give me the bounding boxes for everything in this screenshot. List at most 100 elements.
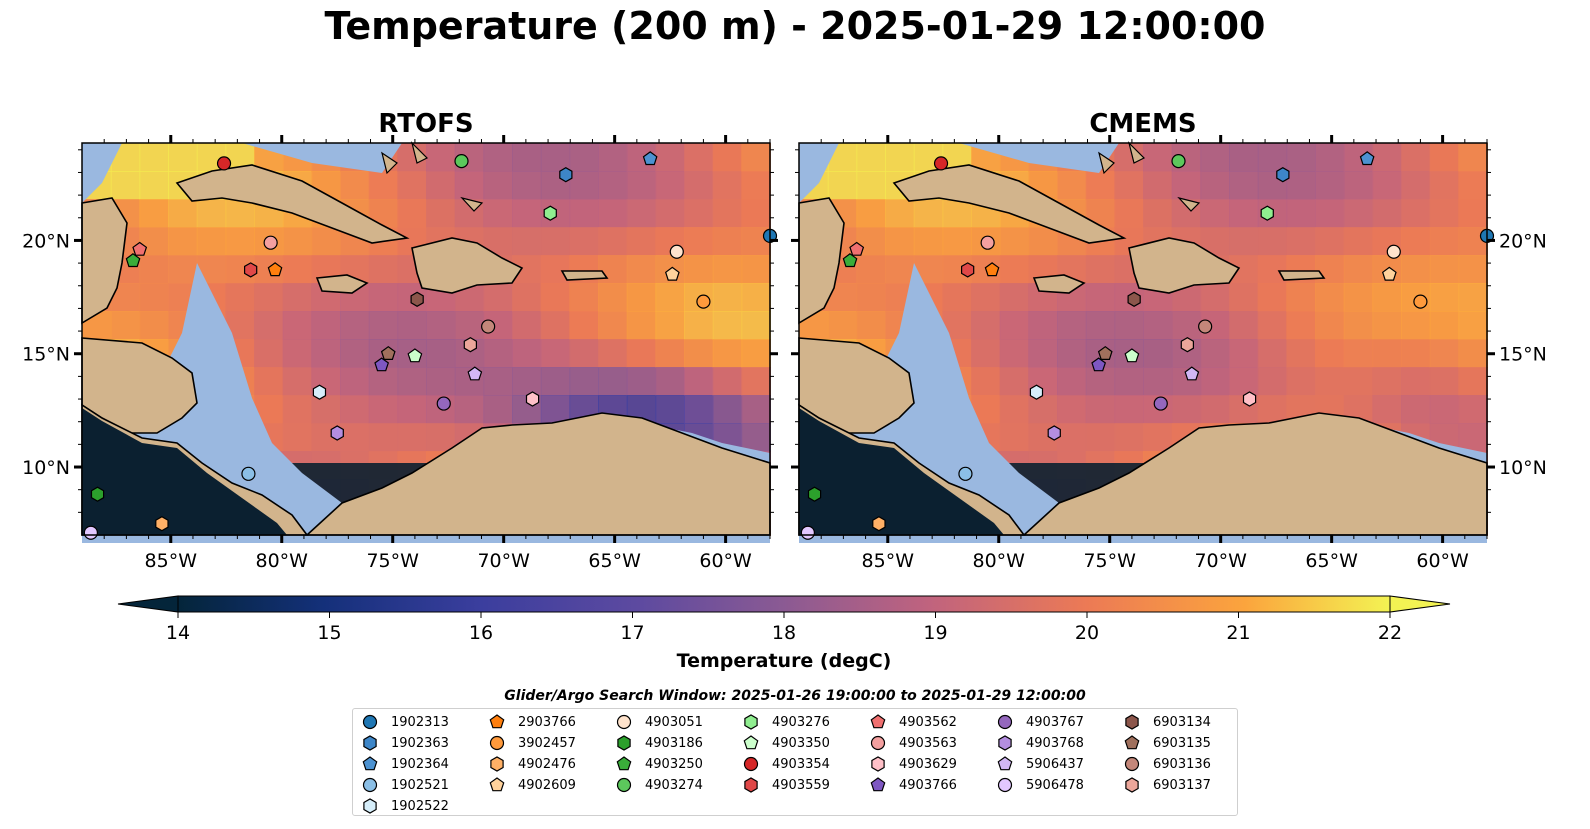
hexagon-marker-icon — [363, 798, 377, 814]
colorbar-tick-label: 19 — [923, 622, 947, 644]
float-marker-4903350 — [743, 735, 759, 750]
legend-item-4903562: 4903562 — [869, 712, 957, 732]
float-marker-4903354 — [743, 756, 759, 772]
pentagon-marker-icon — [616, 756, 632, 771]
colorbar-ticks: 14 15 16 17 18 19 20 21 22 — [166, 612, 1402, 644]
pentagon-marker-icon — [870, 714, 886, 729]
legend-item-4903766: 4903766 — [869, 775, 957, 795]
float-marker-1902521 — [241, 466, 256, 481]
float-marker-4903563 — [263, 235, 278, 250]
hexagon-marker-icon — [871, 756, 885, 772]
legend-item-label: 4903354 — [772, 756, 830, 772]
legend-item-label: 1902522 — [391, 798, 449, 814]
colorbar-tick-label: 18 — [772, 622, 796, 644]
float-marker-4903559 — [744, 777, 758, 793]
float-marker-4903629 — [1242, 391, 1257, 407]
float-marker-4903276 — [744, 714, 758, 730]
legend-item-label: 6903137 — [1153, 777, 1211, 793]
lon-tick-label: 85°W — [862, 550, 915, 572]
legend-item-label: 3902457 — [518, 735, 576, 751]
float-marker-2903766 — [267, 262, 283, 277]
float-marker-4903274 — [454, 154, 469, 169]
lon-tick-label: 75°W — [1083, 550, 1136, 572]
float-marker-5906437 — [1184, 366, 1200, 381]
float-marker-4903766 — [870, 777, 886, 792]
legend-item-4903276: 4903276 — [742, 712, 830, 732]
legend-item-label: 5906478 — [1026, 777, 1084, 793]
lat-tick-label: 10°N — [1499, 457, 1547, 479]
float-marker-3902457 — [1413, 294, 1428, 309]
hexagon-marker-icon — [490, 756, 504, 772]
float-marker-4903768 — [1047, 425, 1061, 441]
colorbar-tick-label: 20 — [1075, 622, 1099, 644]
lon-tick-label: 80°W — [256, 550, 309, 572]
float-marker-4903629 — [871, 756, 885, 772]
legend-item-label: 4902476 — [518, 756, 576, 772]
float-marker-4902476 — [155, 516, 169, 532]
legend-item-4903274: 4903274 — [615, 775, 703, 795]
float-marker-1902522 — [312, 384, 327, 400]
legend-item-label: 4903051 — [645, 714, 703, 730]
float-marker-1902364 — [362, 756, 378, 771]
float-marker-4903250 — [125, 253, 141, 268]
colorbar-label: Temperature (degC) — [677, 650, 892, 672]
hexagon-marker-icon — [744, 777, 758, 793]
float-marker-4903350 — [407, 348, 423, 363]
float-marker-6903135 — [1124, 735, 1140, 750]
colorbar-tick-label: 22 — [1378, 622, 1402, 644]
float-marker-1902522 — [363, 798, 377, 814]
legend-item-label: 4903276 — [772, 714, 830, 730]
legend-item-label: 2903766 — [518, 714, 576, 730]
map-axes: 85°W 80°W 75°W 70°W 65°W 60°W 20°N 15°N 10°N 85°W… — [22, 135, 1547, 572]
circle-marker-icon — [616, 714, 632, 730]
legend-item-4903350: 4903350 — [742, 733, 830, 753]
legend-item-label: 1902363 — [391, 735, 449, 751]
float-marker-5906437 — [997, 756, 1013, 771]
lat-tick-label: 15°N — [22, 344, 70, 366]
legend-title: Glider/Argo Search Window: 2025-01-26 19… — [504, 688, 1086, 704]
float-marker-5906437 — [467, 366, 483, 381]
map-panel-cmems: CMEMS — [798, 109, 1495, 544]
legend-item-label: 1902521 — [391, 777, 449, 793]
colorbar: 14 15 16 17 18 19 20 21 22 Temperature (degC) — [117, 595, 1451, 672]
circle-marker-icon — [997, 777, 1013, 793]
circle-marker-icon — [997, 714, 1013, 730]
legend-item-4903629: 4903629 — [869, 754, 957, 774]
lon-tick-label: 70°W — [477, 550, 530, 572]
float-marker-6903135 — [380, 345, 396, 360]
lon-tick-label: 75°W — [366, 550, 419, 572]
legend-item-label: 6903135 — [1153, 735, 1211, 751]
legend-item-4903563: 4903563 — [869, 733, 957, 753]
circle-marker-icon — [362, 714, 378, 730]
float-marker-6903136 — [1124, 756, 1140, 772]
float-marker-4903276 — [543, 205, 557, 221]
lat-tick-label: 10°N — [22, 457, 70, 479]
float-marker-6903136 — [1198, 319, 1213, 334]
legend-item-6903135: 6903135 — [1123, 733, 1211, 753]
float-marker-4903767 — [1153, 396, 1168, 411]
float-marker-2903766 — [489, 714, 505, 729]
float-marker-1902313 — [362, 714, 378, 730]
float-marker-4903354 — [933, 156, 949, 171]
float-marker-4903562 — [870, 714, 886, 729]
float-marker-3902457 — [696, 294, 711, 309]
legend-item-3902457: 3902457 — [488, 733, 576, 753]
legend-item-5906437: 5906437 — [996, 754, 1084, 774]
float-marker-1902521 — [958, 466, 973, 481]
float-marker-4902476 — [490, 756, 504, 772]
legend-item-label: 4903350 — [772, 735, 830, 751]
float-marker-4903186 — [617, 735, 631, 751]
pentagon-marker-icon — [489, 714, 505, 729]
map-panel-rtofs: RTOFS — [81, 109, 778, 544]
pentagon-marker-icon — [997, 756, 1013, 771]
legend-item-5906478: 5906478 — [996, 775, 1084, 795]
float-marker-4902609 — [489, 777, 505, 792]
float-marker-4903051 — [1386, 244, 1401, 259]
legend-item-label: 4903559 — [772, 777, 830, 793]
circle-marker-icon — [362, 777, 378, 793]
float-marker-1902363 — [1276, 167, 1290, 183]
legend-item-4903250: 4903250 — [615, 754, 703, 774]
lat-tick-label: 20°N — [1499, 230, 1547, 252]
float-marker-5906478 — [800, 525, 815, 540]
pentagon-marker-icon — [870, 777, 886, 792]
